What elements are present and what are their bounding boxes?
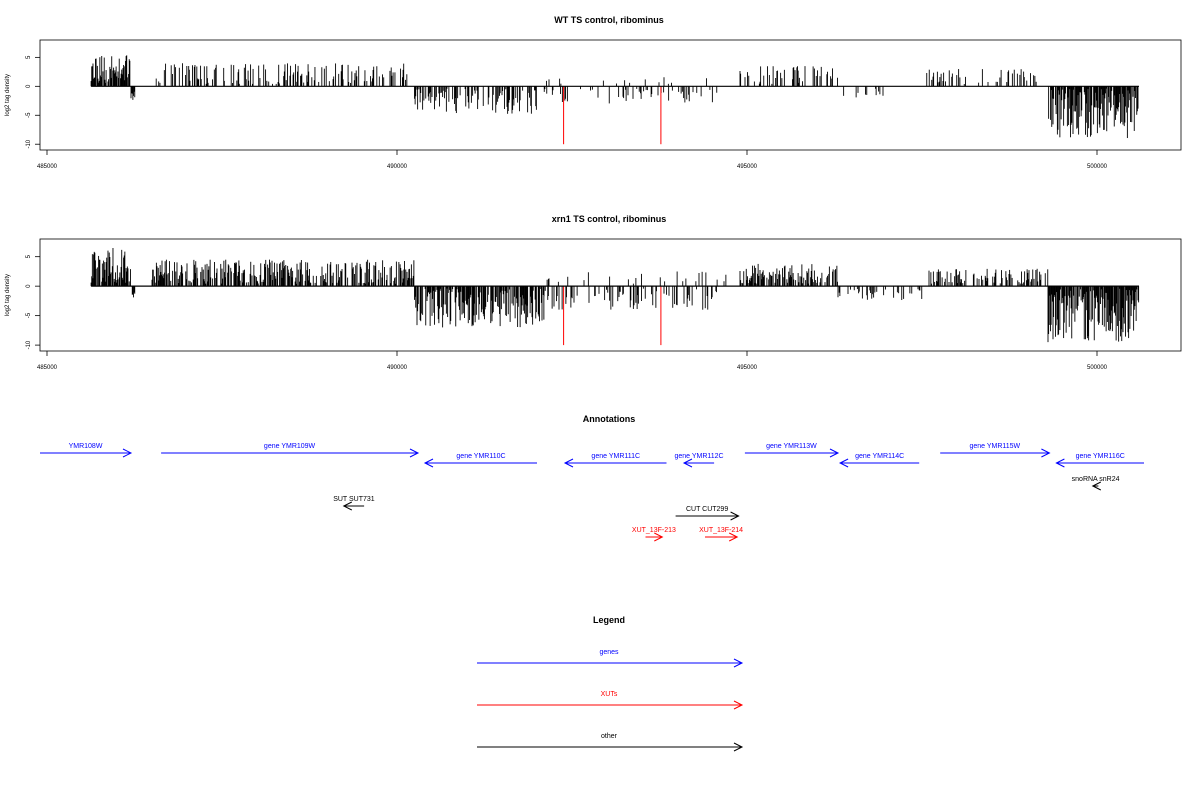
annotation-label: gene YMR114C	[855, 453, 904, 460]
annotation-xut-arrowhead	[654, 532, 664, 542]
xrn1-y-tick-label: -10	[26, 340, 32, 349]
wt-y-axis: 5 0 -5 -10	[26, 55, 40, 149]
annotation-label: CUT CUT299	[686, 506, 728, 513]
xrn1-signal-bars	[90, 248, 1140, 343]
annotation-gene: gene YMR112C	[674, 453, 724, 468]
wt-y-tick-label: -5	[26, 112, 32, 118]
annotation-gene: YMR108W	[40, 443, 133, 458]
legend-entry-other: other	[477, 733, 744, 752]
wt-x-axis: 485000 490000 495000 500000	[37, 150, 1108, 170]
annotation-gene: gene YMR110C	[423, 453, 537, 468]
annotation-gene-arrowhead	[838, 458, 849, 468]
annotation-gene: gene YMR114C	[838, 453, 920, 468]
wt-y-tick-label: -10	[26, 139, 32, 148]
wt-y-axis-label: log2 tag density	[5, 74, 11, 116]
annotation-gene: gene YMR109W	[161, 443, 420, 458]
annotation-other-arrowhead	[730, 511, 740, 521]
annotations-title: Annotations	[583, 414, 636, 424]
annotation-label: snoRNA snR24	[1072, 476, 1120, 483]
legend-label: other	[601, 733, 618, 740]
annotation-other-arrowhead	[1091, 481, 1102, 491]
annotation-label: gene YMR115W	[969, 443, 1020, 450]
annotation-gene: gene YMR115W	[940, 443, 1051, 458]
wt-plot-frame	[39, 39, 1182, 151]
legend-entry-gene: genes	[477, 649, 744, 668]
annotation-gene: gene YMR113W	[744, 443, 840, 458]
xrn1-x-tick-label: 485000	[37, 365, 58, 371]
wt-x-tick-label: 490000	[387, 164, 408, 170]
annotation-gene-arrowhead	[409, 448, 420, 458]
annotation-other: SUT SUT731	[333, 496, 375, 511]
annotation-xut: XUT_13F-213	[632, 527, 676, 542]
legend-label: XUTs	[601, 691, 618, 698]
annotation-gene-arrowhead	[563, 458, 574, 468]
wt-x-tick-label: 500000	[1087, 164, 1108, 170]
annotation-label: gene YMR112C	[674, 453, 723, 460]
annotation-gene: gene YMR111C	[563, 453, 667, 468]
xrn1-track-panel: xrn1 TS control, ribominus log2 tag dens…	[5, 214, 1182, 371]
annotation-xut: XUT_13F-214	[699, 527, 743, 542]
annotation-gene-arrowhead	[122, 448, 133, 458]
annotation-gene-arrowhead	[829, 448, 840, 458]
annotation-label: gene YMR110C	[456, 453, 505, 460]
xrn1-x-tick-label: 495000	[737, 365, 758, 371]
annotation-label: XUT_13F-213	[632, 527, 676, 534]
legend-other-arrowhead	[733, 742, 744, 752]
annotation-xut-arrowhead	[728, 532, 739, 542]
annotation-gene-arrowhead	[1041, 448, 1051, 458]
annotation-label: gene YMR111C	[591, 453, 640, 460]
legend-panel: Legend genes XUTs other	[477, 615, 744, 752]
annotation-label: XUT_13F-214	[699, 527, 743, 534]
annotation-label: gene YMR116C	[1076, 453, 1125, 460]
legend-entry-xut: XUTs	[477, 691, 744, 710]
legend-entries: genes XUTs other	[477, 649, 744, 752]
xrn1-y-axis-label: log2 tag density	[5, 274, 11, 316]
xrn1-track-title: xrn1 TS control, ribominus	[552, 214, 667, 224]
xrn1-y-axis: 5 0 -5 -10	[26, 254, 40, 349]
xrn1-x-tick-label: 500000	[1087, 365, 1108, 371]
annotation-label: gene YMR113W	[766, 443, 817, 450]
wt-track-panel: WT TS control, ribominus log2 tag densit…	[5, 15, 1182, 170]
xrn1-x-tick-label: 490000	[387, 365, 408, 371]
annotation-gene-arrowhead	[423, 458, 434, 468]
xrn1-marker-lines	[563, 286, 662, 346]
annotation-other-arrowhead	[342, 501, 353, 511]
annotation-label: SUT SUT731	[333, 496, 375, 503]
xrn1-x-axis: 485000 490000 495000 500000	[37, 351, 1108, 371]
wt-x-tick-label: 485000	[37, 164, 58, 170]
legend-title: Legend	[593, 615, 625, 625]
annotation-label: gene YMR109W	[264, 443, 316, 450]
wt-marker-lines	[563, 86, 662, 145]
wt-track-title: WT TS control, ribominus	[554, 15, 664, 25]
wt-y-tick-label: 5	[26, 55, 32, 59]
annotation-other: snoRNA snR24	[1072, 476, 1120, 491]
legend-xut-arrowhead	[733, 700, 744, 710]
legend-label: genes	[599, 649, 619, 656]
wt-signal-bars	[90, 55, 1139, 139]
annotation-label: YMR108W	[69, 443, 103, 450]
xrn1-y-tick-label: -5	[26, 312, 32, 318]
wt-x-tick-label: 495000	[737, 164, 758, 170]
annotation-gene-arrowhead	[1055, 458, 1065, 468]
annotation-other: CUT CUT299	[675, 506, 740, 521]
legend-gene-arrowhead	[733, 658, 744, 668]
xrn1-y-tick-label: 0	[26, 284, 32, 288]
annotation-gene-arrowhead	[682, 458, 693, 468]
xrn1-y-tick-label: 5	[26, 254, 32, 258]
wt-y-tick-label: 0	[26, 84, 32, 88]
annotation-gene: gene YMR116C	[1055, 453, 1144, 468]
xrn1-plot-frame	[39, 238, 1182, 352]
annotation-features: YMR108W gene YMR109W gene YMR110C gene YMR1…	[40, 443, 1144, 542]
annotations-panel: Annotations YMR108W gene YMR109W gene YMR1…	[40, 414, 1144, 542]
